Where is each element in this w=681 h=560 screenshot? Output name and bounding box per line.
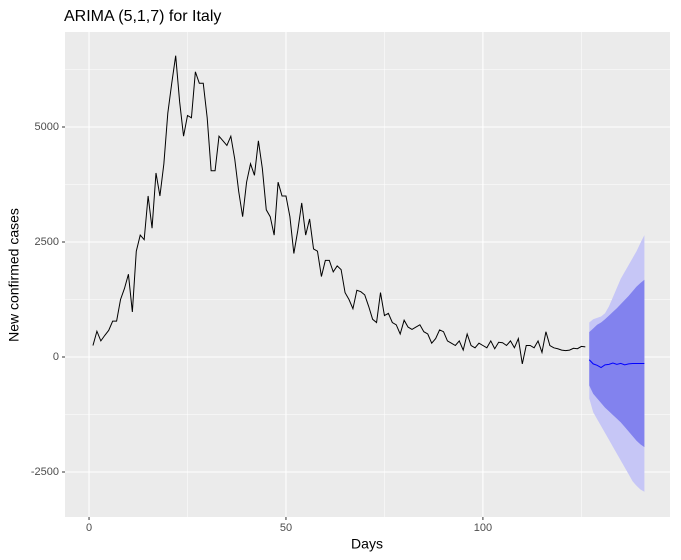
y-tick-label: 0 xyxy=(53,351,59,363)
y-tick-label: -2500 xyxy=(31,466,59,478)
y-tick-label: 2500 xyxy=(35,236,59,248)
y-tick-label: 5000 xyxy=(35,121,59,133)
x-axis-label: Days xyxy=(351,536,383,552)
chart-title: ARIMA (5,1,7) for Italy xyxy=(64,8,221,25)
x-tick-label: 100 xyxy=(474,522,492,534)
series-line xyxy=(588,359,645,369)
panel xyxy=(65,32,670,517)
y-axis-label: New confirmed cases xyxy=(6,208,22,342)
x-tick-label: 50 xyxy=(280,522,292,534)
x-tick-label: 0 xyxy=(86,522,92,534)
series-line xyxy=(92,55,586,365)
prediction-interval xyxy=(589,279,645,448)
